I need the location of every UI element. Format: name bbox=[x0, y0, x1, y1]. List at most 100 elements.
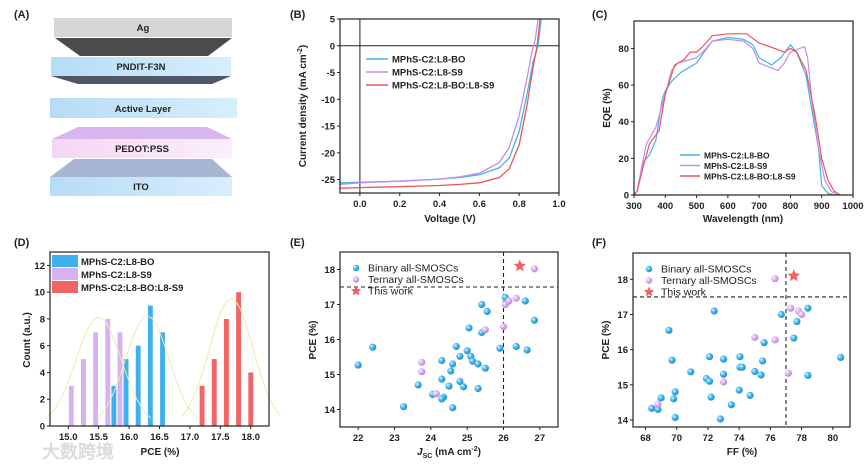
b-xtick-label: 0.0 bbox=[353, 199, 366, 210]
ternary-data-point bbox=[530, 265, 538, 273]
binary-data-point bbox=[452, 342, 460, 351]
e-xtick-label: 25 bbox=[462, 433, 473, 444]
c-xtick-label: 900 bbox=[814, 201, 830, 212]
d-xtick-label: 15.5 bbox=[89, 432, 108, 443]
c-xtick-label: 600 bbox=[720, 201, 736, 212]
ternary-data-point bbox=[505, 297, 513, 305]
binary-data-point bbox=[481, 364, 489, 372]
histogram-bar bbox=[111, 385, 117, 426]
eqe-curve bbox=[633, 33, 841, 196]
layer-pedot-top bbox=[52, 127, 232, 139]
jv-chart: 0.0 0.2 0.4 0.6 0.8 1.0 5 0 -5 -10 -15 -20 -25 MPhS-C… bbox=[321, 15, 565, 211]
d-xlabel: PCE (%) bbox=[141, 447, 180, 458]
b-ylabel: Current density (mA cm-2) bbox=[297, 45, 309, 168]
c-legend-label: MPhS-C2:L8-BO bbox=[704, 151, 770, 161]
f-legend-marker bbox=[645, 277, 653, 284]
d-ytick-label: 0 bbox=[40, 422, 45, 433]
binary-data-point bbox=[414, 381, 422, 389]
jv-curve bbox=[340, 19, 541, 189]
binary-data-point bbox=[469, 357, 477, 365]
b-ytick-label: -25 bbox=[321, 175, 335, 186]
binary-data-point bbox=[746, 391, 754, 399]
c-xtick-label: 1000 bbox=[842, 201, 863, 212]
histogram-bar bbox=[147, 305, 153, 426]
f-xtick-label: 74 bbox=[734, 433, 745, 444]
layer-label-ag: Ag bbox=[137, 23, 150, 34]
binary-data-point bbox=[438, 375, 446, 383]
binary-data-point bbox=[777, 310, 785, 319]
c-xlabel: Wavelength (nm) bbox=[703, 214, 783, 225]
d-legend-label: MPhS-C2:L8-BO:L8-S9 bbox=[81, 283, 183, 294]
ternary-data-point bbox=[751, 333, 759, 341]
b-ytick-label: -10 bbox=[321, 95, 335, 106]
f-xtick-label: 72 bbox=[703, 433, 714, 444]
gaussian-fit-curve bbox=[45, 317, 152, 419]
e-legend-marker bbox=[352, 276, 360, 283]
binary-data-point bbox=[804, 304, 812, 312]
e-xtick-label: 24 bbox=[426, 433, 437, 444]
f-ylabel: PCE (%) bbox=[601, 321, 612, 360]
c-ytick-label: 0 bbox=[624, 191, 629, 202]
c-xtick-label: 800 bbox=[782, 201, 798, 212]
d-ytick-label: 4 bbox=[40, 368, 46, 379]
binary-data-point bbox=[657, 394, 665, 402]
layer-label-pndit: PNDIT-F3N bbox=[116, 62, 165, 73]
device-stack-diagram: Ag PNDIT-F3N Active Layer PEDOT:PSS ITO bbox=[50, 18, 237, 196]
binary-data-point bbox=[449, 360, 457, 368]
f-ytick-label: 17 bbox=[617, 310, 628, 321]
binary-data-point bbox=[496, 344, 504, 352]
layer-label-pedot: PEDOT:PSS bbox=[115, 144, 169, 155]
binary-data-point bbox=[793, 317, 801, 326]
layer-ito-top bbox=[50, 159, 232, 177]
binary-data-point bbox=[474, 384, 482, 393]
binary-data-point bbox=[719, 355, 728, 363]
e-ytick-label: 17 bbox=[324, 300, 335, 311]
f-ytick-label: 15 bbox=[617, 380, 628, 391]
binary-data-point bbox=[456, 352, 464, 360]
d-legend-swatch bbox=[52, 268, 78, 280]
binary-data-point bbox=[399, 403, 408, 411]
d-ytick-label: 6 bbox=[40, 341, 45, 352]
binary-data-point bbox=[512, 342, 520, 351]
histogram-bar bbox=[223, 318, 229, 426]
pce-vs-ff-scatter: 68 70 72 74 76 78 80 14 15 16 17 18 Binary all-SMOSC… bbox=[617, 252, 851, 444]
binary-data-point bbox=[648, 404, 656, 412]
histogram-bar bbox=[105, 318, 111, 426]
binary-data-point bbox=[736, 353, 744, 361]
f-xtick-label: 76 bbox=[765, 433, 776, 444]
e-xtick-label: 27 bbox=[535, 433, 546, 444]
binary-data-point bbox=[465, 324, 473, 332]
b-ytick-label: -20 bbox=[321, 148, 335, 159]
histogram-bar bbox=[123, 359, 129, 426]
c-ytick-label: 20 bbox=[618, 154, 629, 165]
d-ytick-label: 10 bbox=[34, 288, 45, 299]
binary-data-point bbox=[668, 356, 676, 364]
f-plot-frame bbox=[632, 252, 851, 428]
binary-data-point bbox=[463, 347, 471, 355]
binary-data-point bbox=[654, 405, 662, 414]
b-xtick-label: 0.2 bbox=[393, 199, 406, 210]
binary-data-point bbox=[669, 395, 678, 403]
b-xtick-label: 1.0 bbox=[552, 199, 565, 210]
binary-data-point bbox=[483, 307, 491, 316]
eqe-chart: 300 400 500 600 700 800 900 1000 0 20 40 60 80 MPhS-C… bbox=[618, 20, 864, 212]
histogram-bar bbox=[160, 332, 165, 426]
ternary-data-point bbox=[787, 304, 795, 312]
f-xlabel: FF (%) bbox=[727, 447, 758, 458]
d-xtick-label: 15.0 bbox=[59, 432, 78, 443]
e-ytick-label: 16 bbox=[324, 335, 335, 346]
histogram-bar bbox=[81, 359, 86, 426]
binary-data-point bbox=[738, 363, 746, 371]
layer-ag-shadow bbox=[55, 38, 232, 56]
binary-data-point bbox=[751, 367, 759, 376]
this-work-star-marker bbox=[787, 269, 800, 282]
panel-label-d: (D) bbox=[14, 237, 30, 249]
binary-data-point bbox=[523, 346, 531, 354]
ternary-data-point bbox=[512, 294, 520, 302]
b-xtick-label: 0.8 bbox=[513, 199, 526, 210]
c-ytick-label: 60 bbox=[618, 81, 629, 92]
binary-data-point bbox=[665, 326, 673, 334]
histogram-bar bbox=[135, 345, 141, 426]
panel-label-f: (F) bbox=[592, 237, 606, 249]
binary-data-point bbox=[804, 371, 812, 379]
